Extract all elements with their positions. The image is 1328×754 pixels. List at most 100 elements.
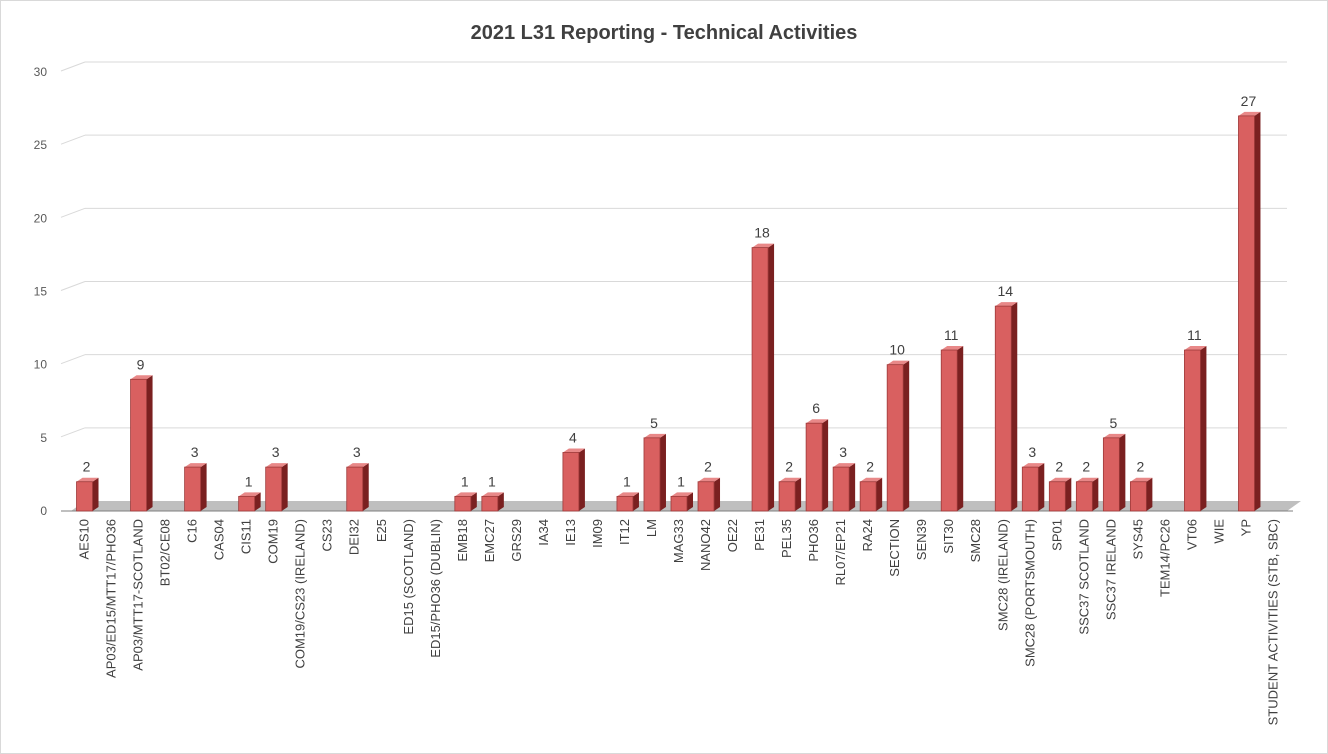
bar-side — [1038, 463, 1045, 511]
bar-side — [1011, 302, 1018, 511]
bar-side — [768, 243, 775, 511]
x-tick-label: SSC37 SCOTLAND — [1076, 519, 1091, 635]
x-tick-label: STUDENT ACTIVITIES (STB, SBC) — [1265, 519, 1280, 725]
x-tick-label: EMB18 — [455, 519, 470, 562]
bar-front — [76, 481, 93, 512]
gridline-slant — [60, 427, 86, 438]
bar-front — [1129, 481, 1147, 512]
bar-side — [1254, 111, 1261, 512]
bar — [1238, 111, 1261, 512]
bar-top — [130, 375, 153, 380]
bar-side — [578, 448, 585, 511]
bar-front — [130, 378, 147, 512]
bar-side — [714, 477, 721, 511]
bar-top — [752, 243, 775, 248]
y-tick-label: 25 — [34, 138, 48, 152]
data-label: 2 — [1082, 459, 1090, 475]
data-label: 2 — [785, 459, 793, 475]
data-label: 1 — [245, 473, 253, 489]
x-tick-label: SMC28 (PORTSMOUTH) — [1022, 519, 1037, 667]
bar-front — [778, 481, 796, 512]
data-label: 6 — [812, 400, 820, 416]
x-tick-label: SMC28 — [968, 519, 983, 562]
bar-side — [470, 492, 477, 511]
x-tick-label: DEI32 — [347, 519, 362, 555]
data-label: 5 — [1109, 415, 1117, 431]
bar-side — [632, 492, 639, 511]
data-label: 2 — [83, 459, 91, 475]
data-label: 9 — [137, 356, 145, 372]
x-tick-label: SECTION — [887, 519, 902, 577]
bar — [778, 477, 802, 512]
bar-side — [362, 463, 369, 511]
x-tick-label: CIS11 — [239, 519, 254, 554]
bar — [1129, 477, 1153, 512]
bar-front — [1102, 437, 1120, 512]
x-tick-label: IM09 — [590, 519, 605, 548]
data-label: 1 — [677, 473, 685, 489]
bar — [805, 419, 829, 512]
x-tick-label: RL07/EP21 — [833, 519, 848, 586]
x-tick-label: OE22 — [725, 519, 740, 552]
bar — [751, 243, 775, 512]
x-axis: AES10 AP03/ED15/MTT17/PHO36 AP03/MTT17-SCO… — [77, 519, 1281, 726]
data-label: 5 — [650, 415, 658, 431]
bar — [670, 492, 693, 512]
data-label: 2 — [1136, 459, 1144, 475]
bar-top — [1184, 346, 1207, 351]
bar-front — [1048, 481, 1066, 512]
bar-top — [643, 433, 666, 438]
bar-front — [184, 466, 202, 512]
bar — [1048, 477, 1072, 512]
x-tick-label: SP01 — [1049, 519, 1064, 551]
bar — [886, 360, 910, 512]
bar-front — [751, 247, 769, 512]
bar — [346, 463, 369, 512]
x-tick-label: SYS45 — [1130, 519, 1145, 559]
x-tick-label: IT12 — [617, 519, 632, 545]
x-tick-label: C16 — [185, 519, 200, 543]
data-label: 3 — [353, 444, 361, 460]
x-tick-label: PHO36 — [806, 519, 821, 562]
data-label: 3 — [839, 444, 847, 460]
bar — [616, 492, 639, 512]
gridlines — [60, 61, 1287, 438]
x-tick-label: PE31 — [752, 519, 767, 551]
bar-top — [995, 302, 1018, 307]
bar-top — [481, 492, 504, 497]
x-tick-label: SMC28 (IRELAND) — [995, 519, 1010, 631]
bar-front — [265, 466, 283, 512]
x-tick-label: NANO42 — [698, 519, 713, 571]
bar — [940, 346, 964, 512]
x-tick-label: AP03/MTT17-SCOTLAND — [131, 519, 146, 671]
bars — [76, 111, 1261, 512]
bar-side — [1065, 477, 1072, 511]
bar-top — [671, 492, 693, 497]
bar-front — [1021, 466, 1039, 512]
bar-front — [670, 495, 688, 512]
bar-front — [940, 349, 958, 512]
bar-front — [886, 364, 904, 512]
bar-top — [779, 477, 802, 482]
bar-side — [281, 463, 288, 511]
x-tick-label: ED15/PHO36 (DUBLIN) — [428, 519, 443, 658]
bar-side — [1200, 346, 1207, 511]
y-tick-label: 15 — [34, 285, 48, 299]
data-label: 27 — [1241, 93, 1257, 109]
data-label: 1 — [623, 473, 631, 489]
y-axis: 0 5 10 15 20 25 30 — [34, 65, 48, 518]
bar-top — [346, 463, 369, 468]
bar-top — [806, 419, 829, 424]
bar-front — [697, 481, 715, 512]
bar-top — [860, 477, 883, 482]
bar — [265, 463, 288, 512]
bar-side — [1119, 433, 1126, 511]
x-tick-label: IA34 — [536, 519, 551, 546]
x-tick-label: TEM14/PC26 — [1157, 519, 1172, 597]
bar-side — [1146, 477, 1153, 511]
bar — [562, 448, 585, 512]
x-tick-label: MAG33 — [671, 519, 686, 563]
bar-front — [994, 305, 1012, 512]
bar-side — [497, 492, 504, 511]
